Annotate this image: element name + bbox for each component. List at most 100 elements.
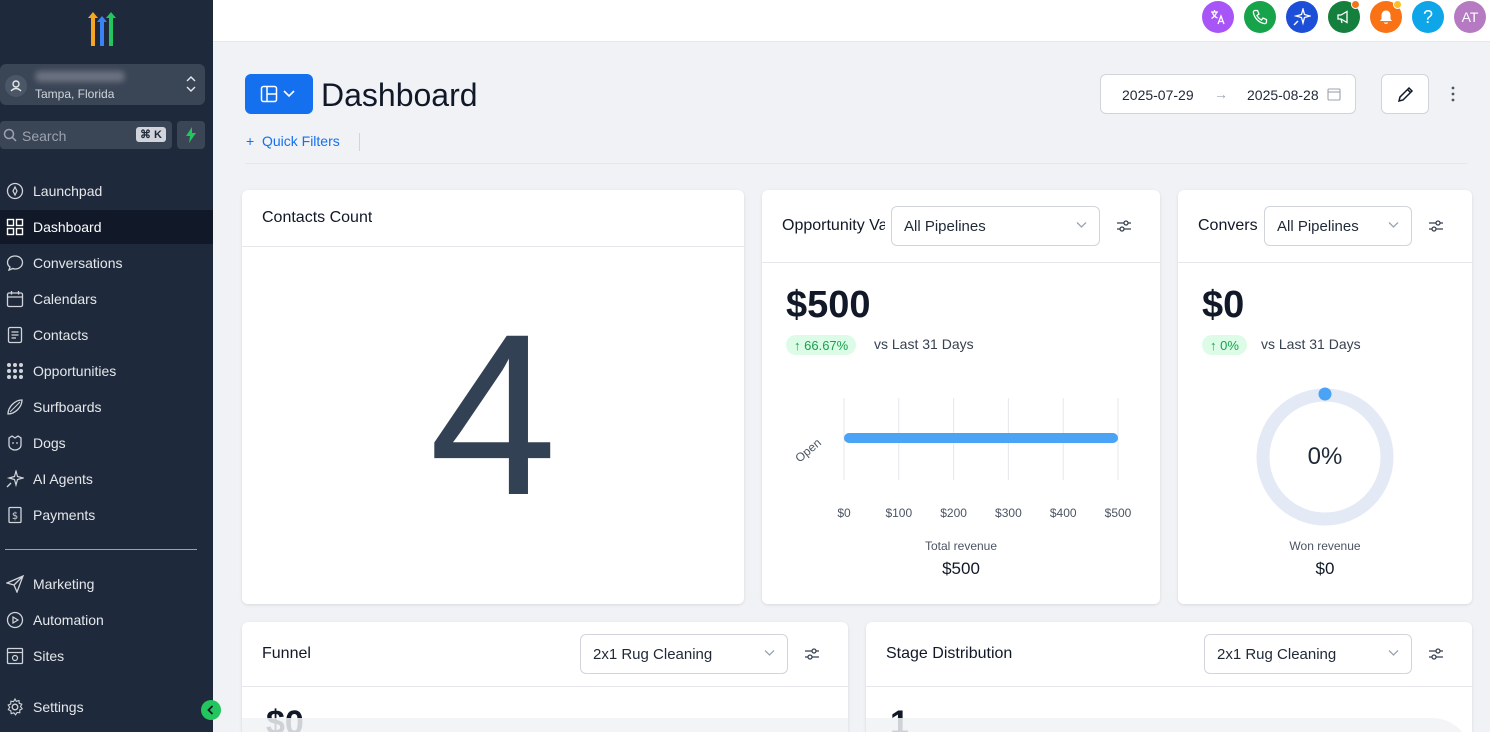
filter-settings-icon[interactable] xyxy=(1116,218,1132,234)
payments-icon: $ xyxy=(8,506,22,524)
sidebar-item-marketing[interactable]: Marketing xyxy=(0,567,213,601)
sidebar-item-opportunities[interactable]: Opportunities xyxy=(0,354,213,388)
x-tick-label: $500 xyxy=(1105,506,1132,520)
sidebar-item-contacts[interactable]: Contacts xyxy=(0,318,213,352)
filter-settings-icon[interactable] xyxy=(804,646,820,662)
dog-icon xyxy=(8,435,22,451)
conversion-card: Conversion All Pipelines $0 ↑ 0% vs Last… xyxy=(1178,190,1472,604)
sidebar-item-automation[interactable]: Automation xyxy=(0,603,213,637)
sidebar-item-label: Dashboard xyxy=(33,219,102,235)
sparkle-icon xyxy=(6,470,24,488)
chart-bar[interactable] xyxy=(844,433,1118,443)
notification-dot xyxy=(1393,0,1402,9)
filter-settings-icon[interactable] xyxy=(1428,646,1444,662)
chevron-down-icon xyxy=(764,650,775,656)
sidebar-item-sites[interactable]: Sites xyxy=(0,639,213,673)
app-logo[interactable] xyxy=(82,10,122,48)
sidebar-item-launchpad[interactable]: Launchpad xyxy=(0,174,213,208)
send-icon xyxy=(6,575,24,593)
sidebar-item-label: Opportunities xyxy=(33,363,117,379)
pipeline-select[interactable]: All Pipelines xyxy=(891,206,1100,246)
chevron-left-icon xyxy=(207,705,214,715)
card-header: Funnel 2x1 Rug Cleaning xyxy=(242,622,848,687)
sidebar-item-settings[interactable]: Settings xyxy=(0,690,213,724)
sidebar-item-surfboards[interactable]: Surfboards xyxy=(0,390,213,424)
search-icon xyxy=(3,128,17,142)
card-header: Contacts Count xyxy=(242,190,744,247)
contacts-icon xyxy=(7,326,23,344)
pipeline-select[interactable]: All Pipelines xyxy=(1264,206,1412,246)
rocket-icon xyxy=(6,182,24,200)
filter-settings-icon[interactable] xyxy=(1428,218,1444,234)
view-switcher-button[interactable] xyxy=(245,74,313,114)
translate-icon[interactable] xyxy=(1202,1,1234,33)
card-header: Conversion All Pipelines xyxy=(1178,190,1472,263)
won-revenue-label: Won revenue xyxy=(1289,539,1361,553)
help-icon[interactable]: ? xyxy=(1412,1,1444,33)
sidebar-item-label: Conversations xyxy=(33,255,123,271)
pipeline-select[interactable]: 2x1 Rug Cleaning xyxy=(580,634,788,674)
sidebar-item-label: Payments xyxy=(33,507,96,523)
account-location: Tampa, Florida xyxy=(35,87,115,101)
more-options-icon[interactable] xyxy=(1448,85,1458,103)
dashboard-icon xyxy=(6,218,24,236)
date-range-picker[interactable]: 2025-07-29 → 2025-08-28 xyxy=(1100,74,1356,114)
comparison-text: vs Last 31 Days xyxy=(874,336,974,352)
change-value: 0% xyxy=(1220,338,1239,353)
contacts-count-value: 4 xyxy=(429,286,557,543)
card-title: Contacts Count xyxy=(262,209,373,226)
sidebar-item-label: Dogs xyxy=(33,435,66,451)
phone-icon[interactable] xyxy=(1244,1,1276,33)
avatar[interactable]: AT xyxy=(1454,1,1486,33)
revenue-bar-chart: $0 $100 $200 $300 $400 $500 Open xyxy=(792,398,1132,520)
x-tick-label: $200 xyxy=(940,506,967,520)
edit-dashboard-button[interactable] xyxy=(1381,74,1429,114)
arrow-right-icon: → xyxy=(1214,86,1228,102)
sidebar-item-calendars[interactable]: Calendars xyxy=(0,282,213,316)
sidebar-item-dogs[interactable]: Dogs xyxy=(0,426,213,460)
change-badge: ↑ 0% xyxy=(1202,335,1247,355)
won-revenue-value: $0 xyxy=(1315,559,1335,578)
arrow-up-icon: ↑ xyxy=(794,338,805,353)
page-title: Dashboard xyxy=(321,77,478,113)
sidebar-item-label: Marketing xyxy=(33,576,95,592)
quick-filters-separator xyxy=(359,133,360,151)
pipeline-select-value: All Pipelines xyxy=(1277,218,1359,235)
date-end[interactable]: 2025-08-28 xyxy=(1247,87,1319,103)
sidebar-item-dashboard[interactable]: Dashboard xyxy=(0,210,213,244)
ai-assistant-icon[interactable] xyxy=(1286,1,1318,33)
card-header: Opportunity Value All Pipelines xyxy=(762,190,1160,263)
arrow-up-icon: ↑ xyxy=(1210,338,1221,353)
quick-filters-button[interactable]: + Quick Filters xyxy=(246,133,340,149)
stage-distribution-card: Stage Distribution 2x1 Rug Cleaning 1 xyxy=(866,622,1472,732)
date-start[interactable]: 2025-07-29 xyxy=(1122,87,1194,103)
quick-action-button[interactable] xyxy=(177,121,205,149)
comparison-text: vs Last 31 Days xyxy=(1261,336,1361,352)
collapse-sidebar-button[interactable] xyxy=(201,700,221,720)
chevron-down-icon xyxy=(1388,222,1399,228)
notification-dot xyxy=(1351,0,1360,9)
account-name-redacted xyxy=(35,71,125,82)
opportunity-value-card: Opportunity Value All Pipelines $500 ↑ 6… xyxy=(762,190,1160,604)
sidebar: Tampa, Florida Search ⌘ K Launchpad Dash… xyxy=(0,0,221,732)
sidebar-item-label: Launchpad xyxy=(33,183,103,199)
x-tick-label: $300 xyxy=(995,506,1022,520)
sidebar-item-payments[interactable]: $ Payments xyxy=(0,498,213,532)
calendar-icon xyxy=(6,291,24,308)
calendar-icon xyxy=(1327,88,1341,101)
chevron-updown-icon xyxy=(186,76,196,92)
quick-filters-label: Quick Filters xyxy=(261,133,340,149)
search-input[interactable]: Search ⌘ K xyxy=(0,121,172,149)
chevron-down-icon xyxy=(283,90,295,98)
card-title: Stage Distribution xyxy=(886,645,1013,662)
sidebar-item-label: AI Agents xyxy=(33,471,93,487)
pipeline-select[interactable]: 2x1 Rug Cleaning xyxy=(1204,634,1412,674)
loading-overlay xyxy=(242,718,848,732)
pipeline-select-value: 2x1 Rug Cleaning xyxy=(1217,646,1337,663)
megaphone-icon[interactable] xyxy=(1328,1,1360,33)
sidebar-item-conversations[interactable]: Conversations xyxy=(0,246,213,280)
sidebar-item-ai-agents[interactable]: AI Agents xyxy=(0,462,213,496)
chat-icon xyxy=(6,255,24,272)
lightning-icon xyxy=(186,127,196,143)
account-switcher[interactable]: Tampa, Florida xyxy=(0,64,205,105)
